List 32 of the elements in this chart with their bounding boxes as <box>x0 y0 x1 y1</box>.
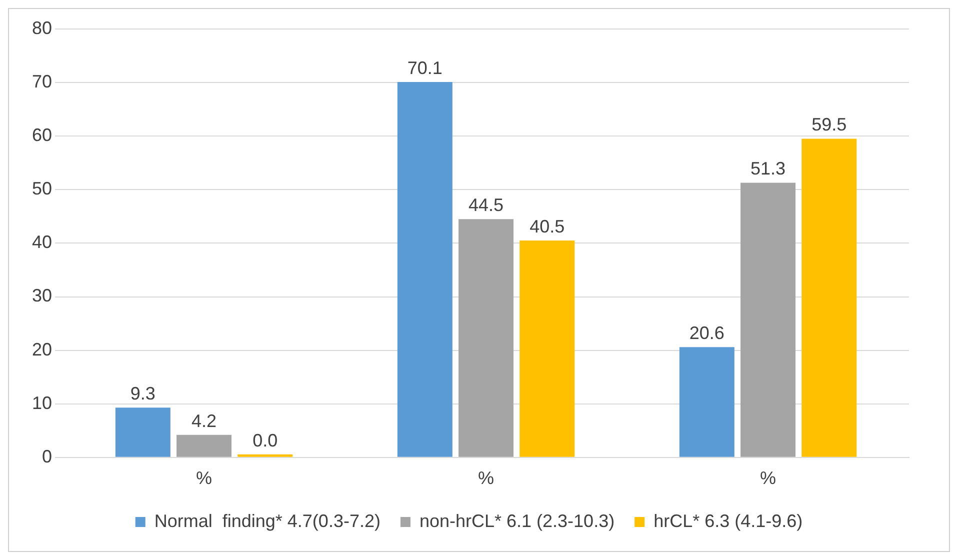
bar <box>115 408 170 457</box>
y-tick-label: 80 <box>32 18 52 38</box>
y-tick-label: 40 <box>32 232 52 252</box>
x-tick-label: % <box>478 468 494 488</box>
data-label: 40.5 <box>530 216 565 236</box>
legend-label: hrCL* 6.3 (4.1-9.6) <box>654 510 803 531</box>
y-tick-label: 10 <box>32 392 52 413</box>
data-label: 0.0 <box>252 430 278 450</box>
legend-label: non-hrCL* 6.1 (2.3-10.3) <box>419 510 615 531</box>
x-tick-label: % <box>760 468 776 488</box>
bar <box>802 138 857 457</box>
bar <box>740 182 796 457</box>
data-label: 70.1 <box>407 58 442 78</box>
y-tick-label: 60 <box>32 125 52 146</box>
y-tick-label: 20 <box>32 339 52 360</box>
bar <box>458 219 514 457</box>
y-tick-label: 30 <box>32 286 52 306</box>
bar <box>520 240 575 457</box>
data-label: 51.3 <box>750 158 786 179</box>
bar <box>397 82 452 457</box>
y-tick-label: 70 <box>32 72 52 92</box>
data-label: 9.3 <box>130 384 156 404</box>
bar <box>176 434 232 457</box>
data-label: 44.5 <box>468 195 504 216</box>
data-label: 4.2 <box>192 410 217 431</box>
data-label: 20.6 <box>689 323 724 344</box>
x-tick-label: % <box>196 468 212 488</box>
bar <box>679 347 734 457</box>
data-label: 59.5 <box>812 114 847 135</box>
y-tick-label: 0 <box>42 446 52 466</box>
y-tick-label: 50 <box>32 178 52 199</box>
legend-label: Normal finding* 4.7(0.3-7.2) <box>154 510 380 531</box>
